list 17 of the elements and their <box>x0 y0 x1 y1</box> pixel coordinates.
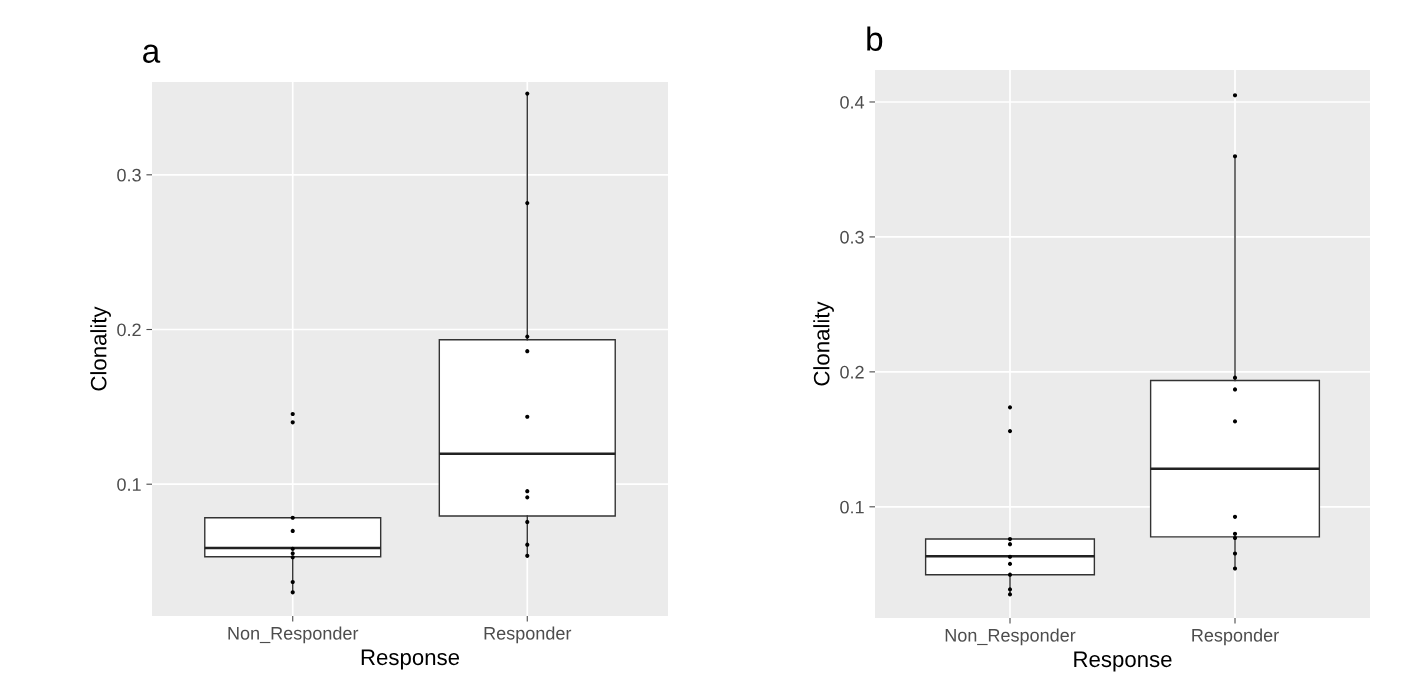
x-tick-label: Responder <box>1192 628 1279 646</box>
y-tick-label: 0.1 <box>840 500 864 514</box>
chart-title: b <box>867 26 883 51</box>
x-axis-title: Response <box>1074 651 1172 672</box>
x-axis-title: Response <box>361 649 460 670</box>
x-tick-label: Non_Responder <box>228 626 359 644</box>
x-tick-label: Non_Responder <box>945 628 1076 646</box>
y-tick-label: 0.2 <box>840 365 864 379</box>
y-tick-label: 0.3 <box>117 168 141 182</box>
chart-title: a <box>143 44 161 63</box>
x-tick-label: Responder <box>484 626 572 644</box>
y-tick-label: 0.1 <box>117 478 141 491</box>
y-axis-title: Clonality <box>90 306 111 391</box>
y-axis-title: Clonality <box>813 301 834 386</box>
y-tick-label: 0.4 <box>840 95 865 109</box>
y-tick-label: 0.3 <box>840 230 864 244</box>
y-tick-label: 0.2 <box>117 323 141 337</box>
